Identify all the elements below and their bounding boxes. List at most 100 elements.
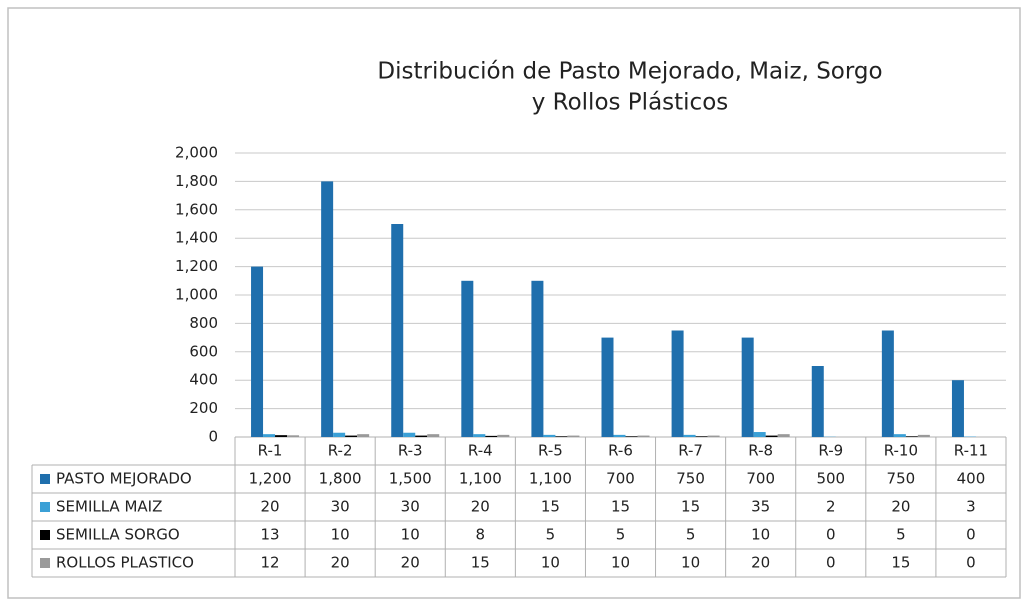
legend-swatch xyxy=(40,530,50,540)
x-tick-label: R-10 xyxy=(884,442,918,460)
bar xyxy=(905,436,918,437)
table-cell: 1,200 xyxy=(249,470,292,488)
y-tick-label: 200 xyxy=(189,399,218,417)
table-cell: 500 xyxy=(816,470,845,488)
table-cell: 1,800 xyxy=(319,470,362,488)
table-cell: 30 xyxy=(401,498,420,516)
legend-label: PASTO MEJORADO xyxy=(56,470,192,488)
bar xyxy=(531,280,544,437)
table-cell: 15 xyxy=(611,498,630,516)
table-cell: 15 xyxy=(471,554,490,572)
y-tick-label: 600 xyxy=(189,342,218,360)
table-cell: 0 xyxy=(966,554,976,572)
bar xyxy=(741,337,754,437)
x-tick-label: R-7 xyxy=(678,442,703,460)
bar xyxy=(613,434,626,437)
bar xyxy=(403,432,416,437)
table-cell: 400 xyxy=(957,470,986,488)
bar xyxy=(485,435,498,437)
table-cell: 13 xyxy=(260,526,279,544)
bar xyxy=(415,435,428,437)
table-cell: 0 xyxy=(966,526,976,544)
table-cell: 15 xyxy=(891,554,910,572)
x-tick-label: R-5 xyxy=(538,442,563,460)
legend-label: SEMILLA SORGO xyxy=(56,526,180,544)
chart-title: Distribución de Pasto Mejorado, Maiz, So… xyxy=(377,59,882,85)
bar xyxy=(917,434,930,437)
table-cell: 10 xyxy=(681,554,700,572)
legend-swatch xyxy=(40,502,50,512)
y-tick-label: 1,800 xyxy=(175,172,218,190)
legend-swatch xyxy=(40,474,50,484)
table-cell: 20 xyxy=(331,554,350,572)
table-cell: 1,500 xyxy=(389,470,432,488)
y-tick-label: 1,600 xyxy=(175,200,218,218)
x-tick-label: R-1 xyxy=(258,442,283,460)
y-tick-label: 1,000 xyxy=(175,286,218,304)
bar xyxy=(671,330,684,437)
x-tick-label: R-4 xyxy=(468,442,493,460)
chart-subtitle: y Rollos Plásticos xyxy=(532,90,729,116)
bar xyxy=(765,435,778,437)
table-cell: 5 xyxy=(686,526,696,544)
bar xyxy=(461,280,474,437)
bar xyxy=(497,434,510,437)
bar xyxy=(753,432,766,437)
table-cell: 750 xyxy=(676,470,705,488)
bar xyxy=(707,435,720,437)
legend-label: ROLLOS PLASTICO xyxy=(56,554,194,572)
bar xyxy=(555,436,568,437)
table-cell: 10 xyxy=(751,526,770,544)
table-cell: 12 xyxy=(260,554,279,572)
x-tick-label: R-11 xyxy=(954,442,988,460)
bar xyxy=(695,436,708,437)
x-tick-label: R-8 xyxy=(748,442,773,460)
table-cell: 15 xyxy=(541,498,560,516)
y-tick-label: 2,000 xyxy=(175,144,218,162)
table-cell: 20 xyxy=(751,554,770,572)
bar xyxy=(893,434,906,437)
bar xyxy=(275,435,288,437)
bar xyxy=(333,432,346,437)
y-tick-label: 1,400 xyxy=(175,229,218,247)
bar xyxy=(287,435,300,437)
bar xyxy=(321,181,334,437)
table-cell: 10 xyxy=(331,526,350,544)
y-tick-label: 1,200 xyxy=(175,257,218,275)
table-cell: 5 xyxy=(616,526,626,544)
y-tick-label: 800 xyxy=(189,314,218,332)
table-cell: 3 xyxy=(966,498,976,516)
table-cell: 10 xyxy=(611,554,630,572)
bar xyxy=(637,435,650,437)
x-tick-label: R-6 xyxy=(608,442,633,460)
legend-swatch xyxy=(40,558,50,568)
table-cell: 30 xyxy=(331,498,350,516)
bar xyxy=(251,266,264,437)
x-tick-label: R-9 xyxy=(818,442,843,460)
bar xyxy=(951,380,964,437)
bar xyxy=(601,337,614,437)
table-cell: 5 xyxy=(546,526,556,544)
table-cell: 5 xyxy=(896,526,906,544)
bar xyxy=(427,434,440,437)
table-cell: 10 xyxy=(401,526,420,544)
table-cell: 700 xyxy=(746,470,775,488)
table-cell: 700 xyxy=(606,470,635,488)
bar xyxy=(345,435,358,437)
y-tick-label: 0 xyxy=(208,428,218,446)
table-cell: 20 xyxy=(260,498,279,516)
table-cell: 0 xyxy=(826,526,836,544)
table-cell: 8 xyxy=(476,526,486,544)
bar xyxy=(357,434,370,437)
table-cell: 15 xyxy=(681,498,700,516)
x-tick-label: R-3 xyxy=(398,442,423,460)
bar xyxy=(777,434,790,437)
table-cell: 0 xyxy=(826,554,836,572)
x-tick-label: R-2 xyxy=(328,442,353,460)
bar xyxy=(625,436,638,437)
y-tick-label: 400 xyxy=(189,371,218,389)
bar xyxy=(881,330,894,437)
bar xyxy=(391,224,404,437)
table-cell: 750 xyxy=(887,470,916,488)
